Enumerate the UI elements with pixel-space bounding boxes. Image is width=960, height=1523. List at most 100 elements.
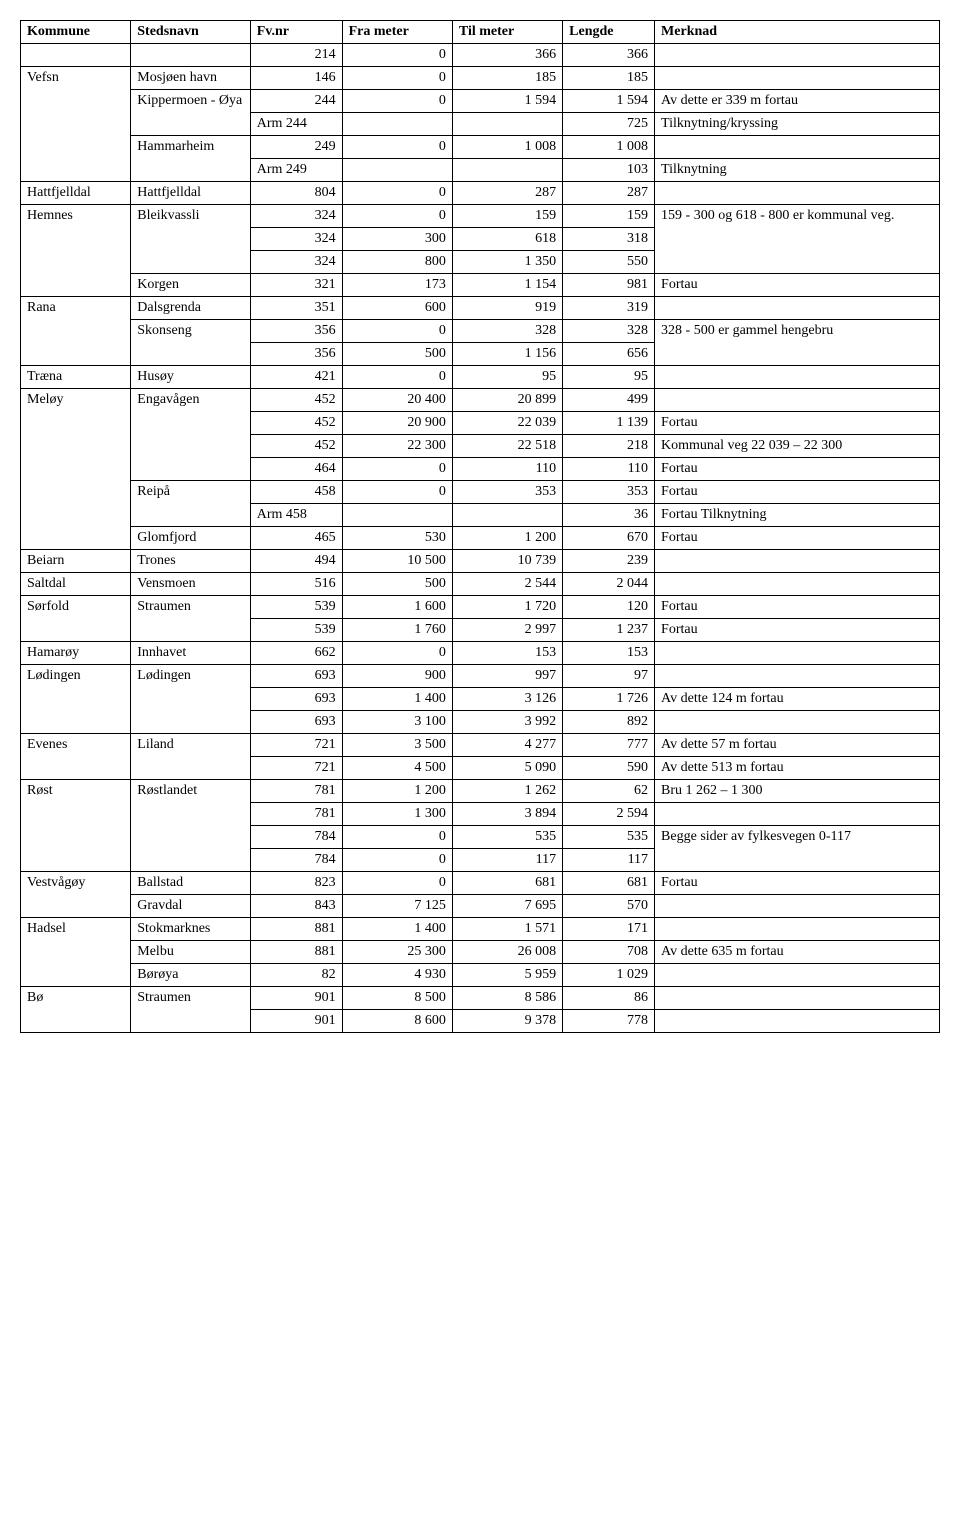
cell-fra-meter: 20 400	[342, 389, 452, 412]
cell-fra-meter: 0	[342, 642, 452, 665]
cell-kommune: Beiarn	[21, 550, 131, 573]
cell-fra-meter: 800	[342, 251, 452, 274]
cell-fvnr: 464	[250, 458, 342, 481]
cell-lengde: 328	[563, 320, 655, 343]
cell-lengde: 218	[563, 435, 655, 458]
cell-kommune: Bø	[21, 987, 131, 1033]
table-row: RanaDalsgrenda351600919319	[21, 297, 940, 320]
cell-til-meter: 287	[452, 182, 562, 205]
cell-kommune: Hadsel	[21, 918, 131, 987]
cell-kommune: Hamarøy	[21, 642, 131, 665]
cell-fvnr: 881	[250, 918, 342, 941]
cell-lengde: 535	[563, 826, 655, 849]
cell-fra-meter: 0	[342, 44, 452, 67]
cell-lengde: 366	[563, 44, 655, 67]
cell-til-meter	[452, 113, 562, 136]
cell-fvnr: 244	[250, 90, 342, 113]
table-row: Melbu88125 30026 008708Av dette 635 m fo…	[21, 941, 940, 964]
cell-merknad: Fortau Tilknytning	[655, 504, 940, 527]
cell-lengde: 117	[563, 849, 655, 872]
cell-til-meter: 8 586	[452, 987, 562, 1010]
cell-merknad	[655, 136, 940, 159]
cell-fra-meter: 25 300	[342, 941, 452, 964]
cell-til-meter: 353	[452, 481, 562, 504]
cell-til-meter: 110	[452, 458, 562, 481]
cell-kommune: Røst	[21, 780, 131, 872]
cell-til-meter	[452, 504, 562, 527]
cell-til-meter: 26 008	[452, 941, 562, 964]
cell-til-meter: 1 594	[452, 90, 562, 113]
cell-lengde: 159	[563, 205, 655, 228]
cell-til-meter: 618	[452, 228, 562, 251]
cell-lengde: 708	[563, 941, 655, 964]
cell-lengde: 120	[563, 596, 655, 619]
cell-stedsnavn: Stokmarknes	[131, 918, 250, 941]
cell-til-meter: 3 992	[452, 711, 562, 734]
cell-fra-meter: 7 125	[342, 895, 452, 918]
cell-stedsnavn: Dalsgrenda	[131, 297, 250, 320]
cell-lengde: 550	[563, 251, 655, 274]
table-row: MeløyEngavågen45220 40020 899499	[21, 389, 940, 412]
table-row: HemnesBleikvassli3240159159159 - 300 og …	[21, 205, 940, 228]
cell-lengde: 725	[563, 113, 655, 136]
cell-fra-meter: 0	[342, 458, 452, 481]
cell-fra-meter: 173	[342, 274, 452, 297]
cell-lengde: 2 594	[563, 803, 655, 826]
cell-merknad: Tilknytning/kryssing	[655, 113, 940, 136]
cell-fra-meter: 0	[342, 90, 452, 113]
cell-fra-meter: 530	[342, 527, 452, 550]
table-body: 2140366366VefsnMosjøen havn1460185185Kip…	[21, 44, 940, 1033]
cell-lengde: 590	[563, 757, 655, 780]
cell-kommune: Sørfold	[21, 596, 131, 642]
cell-kommune: Evenes	[21, 734, 131, 780]
cell-fvnr: 465	[250, 527, 342, 550]
cell-fra-meter: 4 930	[342, 964, 452, 987]
cell-lengde: 103	[563, 159, 655, 182]
cell-til-meter: 1 156	[452, 343, 562, 366]
table-row: VestvågøyBallstad8230681681Fortau	[21, 872, 940, 895]
cell-fvnr: Arm 458	[250, 504, 342, 527]
cell-stedsnavn: Røstlandet	[131, 780, 250, 872]
table-row: Reipå4580353353Fortau	[21, 481, 940, 504]
cell-merknad: Fortau	[655, 872, 940, 895]
cell-lengde: 62	[563, 780, 655, 803]
cell-fvnr: 901	[250, 1010, 342, 1033]
cell-stedsnavn: Lødingen	[131, 665, 250, 734]
table-row: Børøya824 9305 9591 029	[21, 964, 940, 987]
cell-stedsnavn: Reipå	[131, 481, 250, 527]
cell-stedsnavn: Hammarheim	[131, 136, 250, 182]
table-row: TrænaHusøy42109595	[21, 366, 940, 389]
cell-stedsnavn: Kippermoen - Øya	[131, 90, 250, 136]
cell-kommune: Saltdal	[21, 573, 131, 596]
cell-fvnr: 82	[250, 964, 342, 987]
cell-merknad	[655, 964, 940, 987]
cell-til-meter: 1 720	[452, 596, 562, 619]
cell-til-meter	[452, 159, 562, 182]
cell-til-meter: 535	[452, 826, 562, 849]
table-row: RøstRøstlandet7811 2001 26262Bru 1 262 –…	[21, 780, 940, 803]
cell-fra-meter	[342, 504, 452, 527]
cell-fra-meter: 8 500	[342, 987, 452, 1010]
cell-merknad: Fortau	[655, 274, 940, 297]
cell-til-meter: 1 571	[452, 918, 562, 941]
cell-merknad	[655, 665, 940, 688]
cell-merknad: Av dette er 339 m fortau	[655, 90, 940, 113]
cell-merknad: Bru 1 262 – 1 300	[655, 780, 940, 803]
cell-fra-meter: 0	[342, 182, 452, 205]
cell-til-meter: 1 350	[452, 251, 562, 274]
cell-fra-meter: 1 200	[342, 780, 452, 803]
cell-fra-meter: 0	[342, 872, 452, 895]
cell-kommune: Vefsn	[21, 67, 131, 182]
cell-til-meter: 2 544	[452, 573, 562, 596]
cell-til-meter: 22 518	[452, 435, 562, 458]
header-lengde: Lengde	[563, 21, 655, 44]
cell-fra-meter: 0	[342, 67, 452, 90]
cell-til-meter: 1 008	[452, 136, 562, 159]
table-row: Kippermoen - Øya24401 5941 594Av dette e…	[21, 90, 940, 113]
cell-fra-meter: 1 400	[342, 688, 452, 711]
cell-merknad	[655, 1010, 940, 1033]
cell-til-meter: 9 378	[452, 1010, 562, 1033]
cell-stedsnavn: Innhavet	[131, 642, 250, 665]
cell-stedsnavn: Vensmoen	[131, 573, 250, 596]
cell-merknad: Av dette 57 m fortau	[655, 734, 940, 757]
